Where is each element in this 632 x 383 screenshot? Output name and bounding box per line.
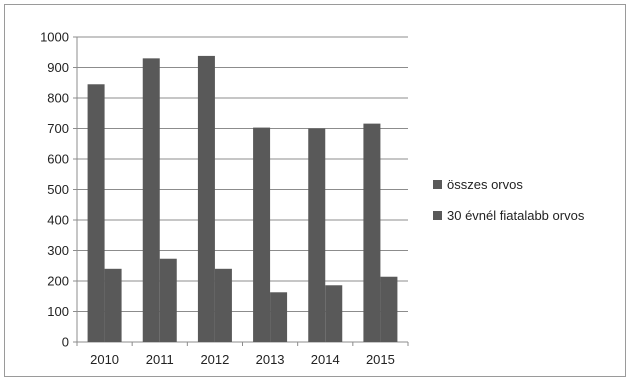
y-tick-label: 300 bbox=[47, 243, 69, 258]
y-tick-label: 500 bbox=[47, 182, 69, 197]
y-tick-label: 200 bbox=[47, 274, 69, 289]
bar-osszes-orvos-2011 bbox=[142, 58, 160, 342]
y-tick-label: 400 bbox=[47, 213, 69, 228]
bar-fiatal-orvos-2013 bbox=[270, 292, 288, 342]
legend: összes orvos 30 évnél fiatalabb orvos bbox=[433, 177, 585, 223]
legend-label: 30 évnél fiatalabb orvos bbox=[447, 208, 585, 223]
legend-item: összes orvos bbox=[433, 177, 523, 192]
y-tick-label: 800 bbox=[47, 91, 69, 106]
bars bbox=[87, 55, 398, 343]
legend-swatch bbox=[433, 211, 442, 220]
x-tick-label: 2012 bbox=[200, 352, 229, 367]
bar-fiatal-orvos-2012 bbox=[214, 268, 232, 342]
bar-fiatal-orvos-2014 bbox=[325, 285, 343, 342]
x-tick-labels: 2010 2011 2012 2013 2014 2015 bbox=[90, 352, 395, 367]
y-tick-label: 1000 bbox=[40, 30, 69, 45]
bar-fiatal-orvos-2015 bbox=[380, 276, 398, 342]
axes bbox=[73, 36, 409, 346]
bar-osszes-orvos-2015 bbox=[363, 123, 381, 343]
bar-osszes-orvos-2014 bbox=[308, 128, 326, 342]
legend-item: 30 évnél fiatalabb orvos bbox=[433, 208, 585, 223]
y-tick-label: 100 bbox=[47, 304, 69, 319]
x-tick-label: 2013 bbox=[256, 352, 285, 367]
legend-swatch bbox=[433, 180, 442, 189]
bar-osszes-orvos-2013 bbox=[253, 127, 271, 343]
x-tick-label: 2014 bbox=[311, 352, 340, 367]
legend-label: összes orvos bbox=[447, 177, 523, 192]
x-tick-label: 2015 bbox=[366, 352, 395, 367]
bar-osszes-orvos-2012 bbox=[197, 55, 215, 342]
bar-fiatal-orvos-2011 bbox=[159, 258, 177, 342]
x-tick-label: 2010 bbox=[90, 352, 119, 367]
y-tick-label: 0 bbox=[62, 335, 69, 350]
y-tick-label: 600 bbox=[47, 152, 69, 167]
chart-frame: 0 100 200 300 400 500 600 700 800 900 1000 2010 201… bbox=[4, 4, 626, 377]
gridlines bbox=[77, 36, 408, 312]
x-tick-label: 2011 bbox=[146, 352, 174, 367]
y-tick-labels: 0 100 200 300 400 500 600 700 800 900 1000 bbox=[40, 30, 69, 350]
y-tick-label: 700 bbox=[47, 121, 69, 136]
y-tick-label: 900 bbox=[47, 60, 69, 75]
bar-fiatal-orvos-2010 bbox=[104, 268, 122, 342]
bar-osszes-orvos-2010 bbox=[87, 84, 105, 343]
